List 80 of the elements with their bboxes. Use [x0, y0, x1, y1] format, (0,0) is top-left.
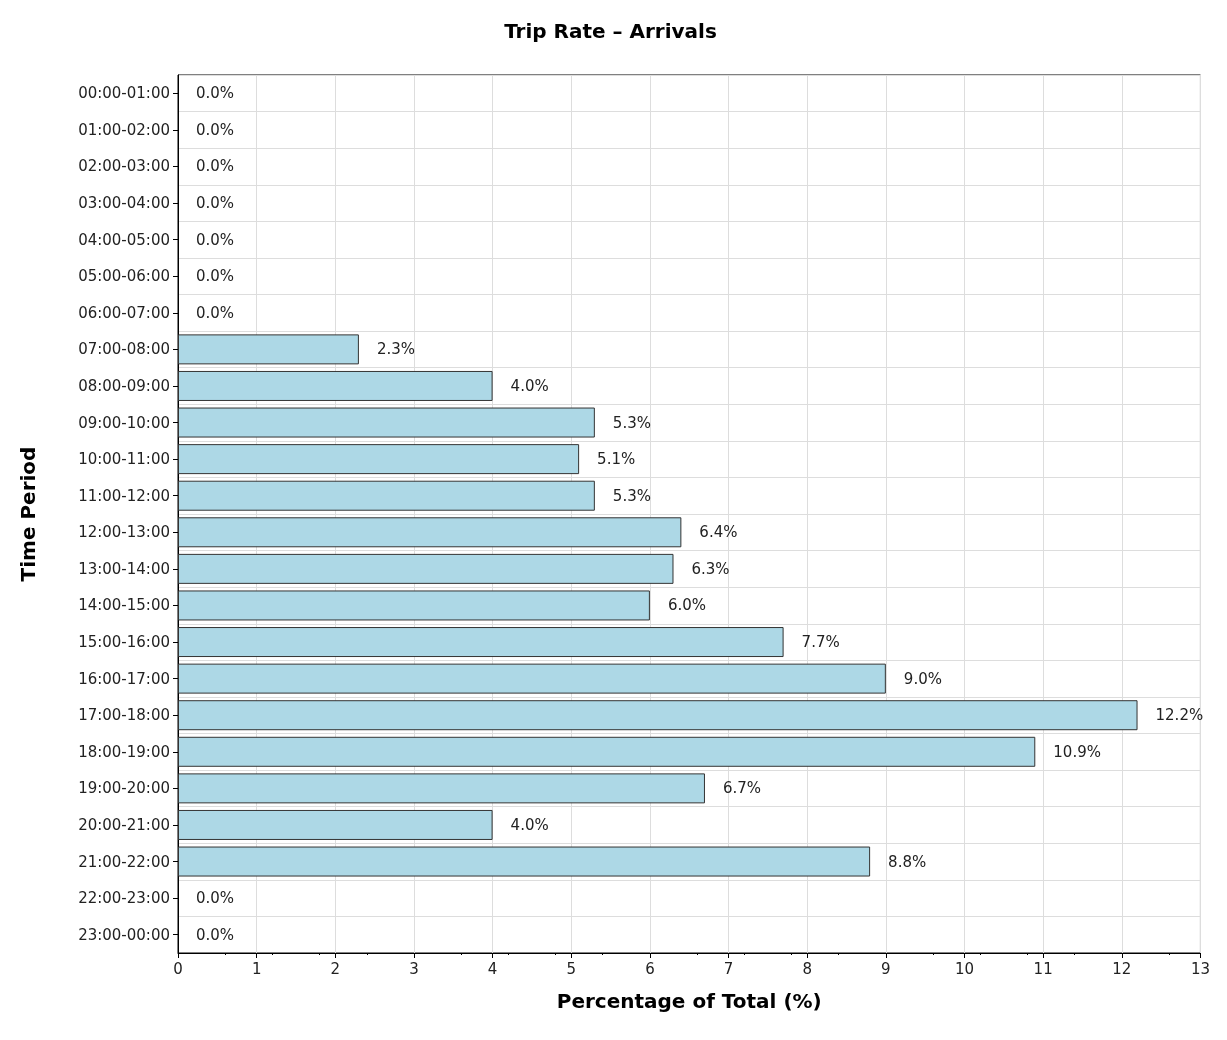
y-tick-label: 18:00-19:00 — [78, 742, 170, 761]
y-tick-label: 11:00-12:00 — [78, 486, 170, 505]
bar — [178, 553, 674, 584]
chart-title: Trip Rate – Arrivals — [504, 19, 717, 43]
y-tick-label: 12:00-13:00 — [78, 523, 170, 542]
data-label: 4.0% — [510, 815, 549, 834]
data-label: 6.0% — [667, 596, 707, 615]
y-tick-label: 00:00-01:00 — [78, 84, 170, 103]
y-tick-label: 05:00-06:00 — [78, 267, 170, 286]
bar — [178, 370, 493, 401]
data-label: 5.3% — [612, 486, 651, 505]
x-tick-label: 7 — [723, 959, 734, 978]
data-label: 0.0% — [196, 194, 235, 213]
x-tick-label: 12 — [1112, 959, 1132, 978]
bar — [178, 627, 784, 658]
x-tick-label: 1 — [251, 959, 262, 978]
data-label: 0.0% — [196, 157, 235, 176]
y-axis-title: Time Period — [16, 446, 40, 582]
data-label: 8.8% — [888, 852, 927, 871]
data-label: 5.1% — [597, 450, 636, 469]
data-label: 0.0% — [196, 267, 235, 286]
data-label: 0.0% — [196, 120, 235, 139]
x-tick-label: 3 — [409, 959, 419, 978]
bar — [178, 773, 705, 804]
bar — [178, 590, 650, 621]
y-tick-label: 14:00-15:00 — [78, 596, 170, 615]
bar — [178, 700, 1138, 731]
bar — [178, 334, 359, 365]
bar — [178, 846, 871, 877]
y-tick-label: 15:00-16:00 — [78, 633, 170, 652]
y-tick-label: 02:00-03:00 — [78, 157, 170, 176]
y-tick-label: 04:00-05:00 — [78, 230, 170, 249]
y-tick-label: 09:00-10:00 — [78, 413, 170, 432]
y-tick-label: 06:00-07:00 — [78, 303, 170, 322]
y-tick-label: 07:00-08:00 — [78, 340, 170, 359]
data-label: 6.4% — [699, 523, 738, 542]
y-tick-label: 13:00-14:00 — [78, 559, 170, 578]
y-tick-label: 17:00-18:00 — [78, 706, 170, 725]
y-tick-label: 10:00-11:00 — [78, 450, 170, 469]
x-axis-title: Percentage of Total (%) — [556, 989, 822, 1013]
y-tick-label: 16:00-17:00 — [78, 669, 170, 688]
y-tick-label: 01:00-02:00 — [78, 120, 170, 139]
x-tick-label: 2 — [330, 959, 341, 978]
x-tick-label: 10 — [954, 959, 975, 978]
y-tick-label: 21:00-22:00 — [78, 852, 170, 871]
data-label: 7.7% — [801, 633, 840, 652]
bar — [178, 480, 595, 511]
x-tick-label: 8 — [802, 959, 812, 978]
y-tick-label: 08:00-09:00 — [78, 376, 170, 395]
bar — [178, 736, 1036, 767]
data-label: 10.9% — [1053, 742, 1101, 761]
x-tick-label: 11 — [1033, 959, 1053, 978]
data-label: 9.0% — [903, 669, 942, 688]
x-tick-label: 4 — [487, 959, 498, 978]
x-tick-label: 13 — [1190, 959, 1210, 978]
x-tick-label: 0 — [173, 959, 183, 978]
y-tick-label: 23:00-00:00 — [78, 925, 170, 944]
data-label: 2.3% — [376, 340, 416, 359]
data-label: 0.0% — [196, 889, 235, 908]
x-tick-label: 6 — [645, 959, 655, 978]
bar — [178, 407, 595, 438]
bar — [178, 444, 580, 475]
data-label: 0.0% — [196, 303, 235, 322]
data-label: 0.0% — [196, 925, 235, 944]
data-label: 0.0% — [196, 84, 235, 103]
data-label: 12.2% — [1155, 706, 1204, 725]
y-tick-label: 20:00-21:00 — [78, 815, 170, 834]
x-tick-label: 9 — [881, 959, 891, 978]
y-tick-label: 22:00-23:00 — [78, 889, 170, 908]
data-label: 0.0% — [196, 230, 235, 249]
bar — [178, 663, 886, 694]
data-label: 6.3% — [691, 559, 730, 578]
data-label: 4.0% — [510, 376, 549, 395]
bar — [178, 809, 493, 840]
y-tick-label: 19:00-20:00 — [78, 779, 170, 798]
y-tick-label: 03:00-04:00 — [78, 194, 170, 213]
data-label: 5.3% — [612, 413, 651, 432]
x-tick-label: 5 — [566, 959, 577, 978]
data-label: 6.7% — [722, 779, 762, 798]
bar — [178, 517, 682, 548]
